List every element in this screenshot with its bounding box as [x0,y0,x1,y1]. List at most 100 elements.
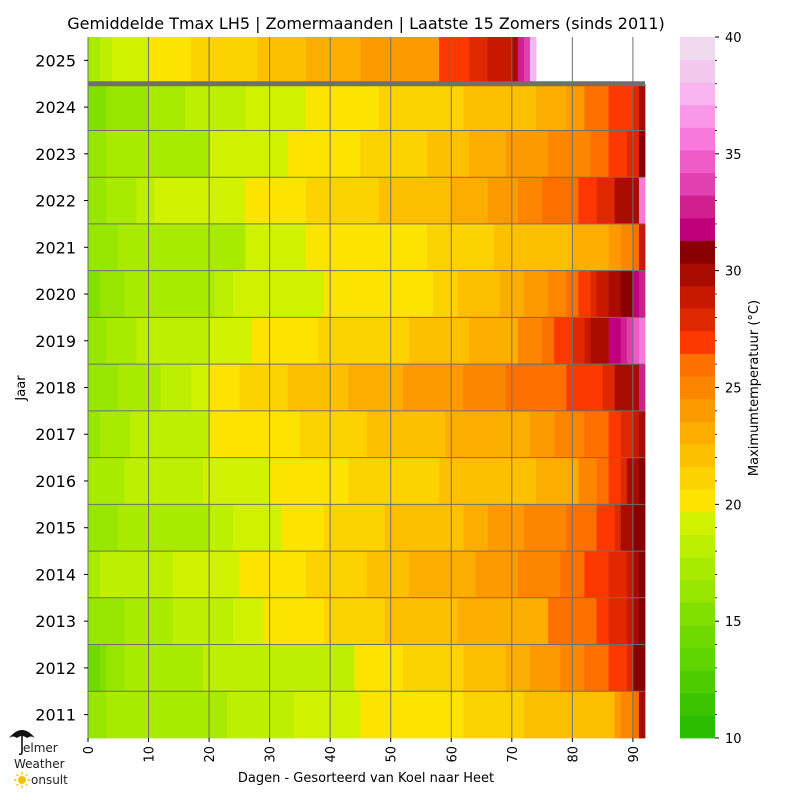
heatmap-cell [257,37,307,85]
y-axis: 2025 2024 2023 2022 2021 2020 2019 2018 2017 2016… [35,51,88,725]
heatmap-cell [360,37,440,85]
heatmap-cell [620,504,634,552]
heatmap-cell [366,551,410,599]
colorbar-segment [680,150,715,174]
heatmap-cell [354,644,404,692]
y-tick-label: 2012 [35,659,76,678]
heatmap-cell [100,270,125,318]
heatmap-cell [439,457,537,505]
grid-lines [87,37,645,738]
y-axis-label: Jaar [14,375,29,402]
colorbar-segment [680,263,715,287]
heatmap-cell [638,83,646,131]
heatmap-cell [596,597,610,645]
heatmap-cell [523,270,549,318]
x-axis: 0 10 20 30 40 50 60 70 80 90 [82,738,642,763]
heatmap-cell [269,457,349,505]
heatmap-cell [408,551,476,599]
colorbar-segment [680,670,715,694]
colorbar-tick-label: 25 [725,382,742,397]
heatmap-cell [88,223,119,272]
heatmap-cell [439,37,470,85]
heatmap-cell [457,270,501,318]
heatmap-cell [251,317,319,365]
colorbar: 10 15 20 25 30 35 40 [680,31,742,747]
heatmap-cell [620,223,634,272]
colorbar-segment [680,489,715,513]
heatmap-cell [638,457,646,505]
colorbar-segment [680,240,715,264]
heatmap-cell [88,270,101,318]
colorbar-segment [680,285,715,309]
colorbar-segment [680,217,715,241]
heatmap-cell [608,223,622,272]
heatmap-cell [88,504,119,552]
heatmap-cell [209,364,240,412]
heatmap-cell [360,691,464,739]
heatmap-cell [596,457,610,505]
heatmap-cell [215,270,234,318]
colorbar-segment [680,330,715,354]
heatmap-cell [305,177,380,225]
heatmap-cell [529,410,555,458]
heatmap-cell [632,83,640,131]
heatmap-cell [638,410,646,458]
heatmap-cell [596,270,610,318]
heatmap-cell [638,551,646,599]
company-logo: elmer Weather onsult [6,724,76,794]
heatmap-cell [305,551,367,599]
y-tick-label: 2015 [35,519,76,538]
heatmap-cell [402,364,464,412]
x-tick-label: 0 [82,746,97,754]
heatmap-cell [106,691,228,739]
heatmap-cell [106,130,210,178]
heatmap-cell [638,597,646,645]
heatmap-cell [614,364,640,412]
colorbar-segment [680,579,715,603]
colorbar-segment [680,602,715,626]
heatmap-cell [566,504,597,552]
heatmap-cell [632,691,640,739]
heatmap-cell [566,83,585,131]
heatmap-cell [457,597,549,645]
heatmap-cell [475,551,519,599]
heatmap-cell [584,317,591,365]
y-tick-label: 2021 [35,238,76,257]
heatmap-cell [584,551,610,599]
heatmap-cell [590,130,610,178]
heatmap-cell [632,597,640,645]
logo-text-line3: onsult [31,773,68,787]
heatmap-cell [602,364,616,412]
heatmap-cell [554,410,585,458]
heatmap-cell [136,317,210,365]
x-tick-label: 50 [385,746,400,763]
colorbar-segment [680,37,715,61]
heatmap-cell [505,130,549,178]
colorbar-segment [680,59,715,83]
heatmap-cell [88,130,107,178]
heatmap-cell [626,597,634,645]
colorbar-segment [680,421,715,445]
heatmap-cell [596,177,616,225]
heatmap-cell [88,37,101,85]
heatmap-cell [245,83,307,131]
heatmap-cell [529,644,561,692]
heatmap-cell [463,644,507,692]
heatmap-cell [517,551,561,599]
colorbar-segment [680,353,715,377]
colorbar-tick-label: 10 [725,732,742,747]
heatmap-cell [511,37,519,85]
chart-title: Gemiddelde Tmax LH5 | Zomermaanden | Laa… [67,14,665,33]
heatmap-cell [118,223,246,272]
heatmap-cell [469,317,519,365]
heatmap-cell [536,83,567,131]
heatmap-cell [100,551,174,599]
x-tick-label: 40 [324,746,339,763]
colorbar-tick-label: 20 [725,498,742,513]
heatmap-cell [106,177,137,225]
heatmap-cell [384,504,464,552]
heatmap-cell [638,223,646,272]
heatmap-cell [100,37,113,85]
heatmap-cell [608,317,622,365]
heatmap-cell [209,130,289,178]
